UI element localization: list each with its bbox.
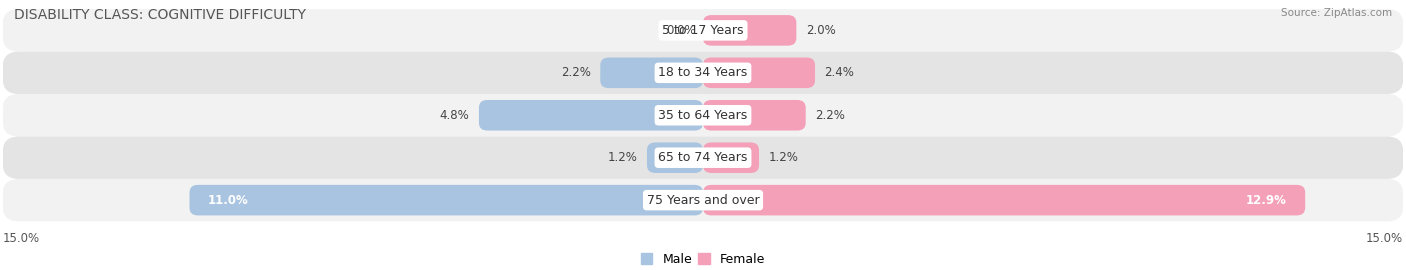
FancyBboxPatch shape [3, 9, 1403, 52]
FancyBboxPatch shape [600, 58, 703, 88]
FancyBboxPatch shape [190, 185, 703, 215]
Text: DISABILITY CLASS: COGNITIVE DIFFICULTY: DISABILITY CLASS: COGNITIVE DIFFICULTY [14, 8, 307, 22]
FancyBboxPatch shape [3, 179, 1403, 221]
Text: 2.2%: 2.2% [561, 66, 591, 79]
Text: 35 to 64 Years: 35 to 64 Years [658, 109, 748, 122]
FancyBboxPatch shape [703, 100, 806, 130]
FancyBboxPatch shape [703, 58, 815, 88]
FancyBboxPatch shape [703, 142, 759, 173]
Text: 4.8%: 4.8% [440, 109, 470, 122]
Text: 1.2%: 1.2% [768, 151, 799, 164]
Text: 5 to 17 Years: 5 to 17 Years [662, 24, 744, 37]
FancyBboxPatch shape [3, 94, 1403, 136]
FancyBboxPatch shape [703, 185, 1305, 215]
FancyBboxPatch shape [479, 100, 703, 130]
FancyBboxPatch shape [3, 136, 1403, 179]
Text: 75 Years and over: 75 Years and over [647, 194, 759, 207]
Text: 2.2%: 2.2% [815, 109, 845, 122]
FancyBboxPatch shape [647, 142, 703, 173]
Text: 65 to 74 Years: 65 to 74 Years [658, 151, 748, 164]
Text: 15.0%: 15.0% [1367, 232, 1403, 245]
Text: Source: ZipAtlas.com: Source: ZipAtlas.com [1281, 8, 1392, 18]
Text: 18 to 34 Years: 18 to 34 Years [658, 66, 748, 79]
Legend: Male, Female: Male, Female [636, 248, 770, 270]
FancyBboxPatch shape [3, 52, 1403, 94]
Text: 15.0%: 15.0% [3, 232, 39, 245]
Text: 1.2%: 1.2% [607, 151, 638, 164]
Text: 2.0%: 2.0% [806, 24, 835, 37]
Text: 2.4%: 2.4% [824, 66, 855, 79]
FancyBboxPatch shape [703, 15, 796, 46]
Text: 0.0%: 0.0% [666, 24, 696, 37]
Text: 12.9%: 12.9% [1246, 194, 1286, 207]
Text: 11.0%: 11.0% [208, 194, 249, 207]
